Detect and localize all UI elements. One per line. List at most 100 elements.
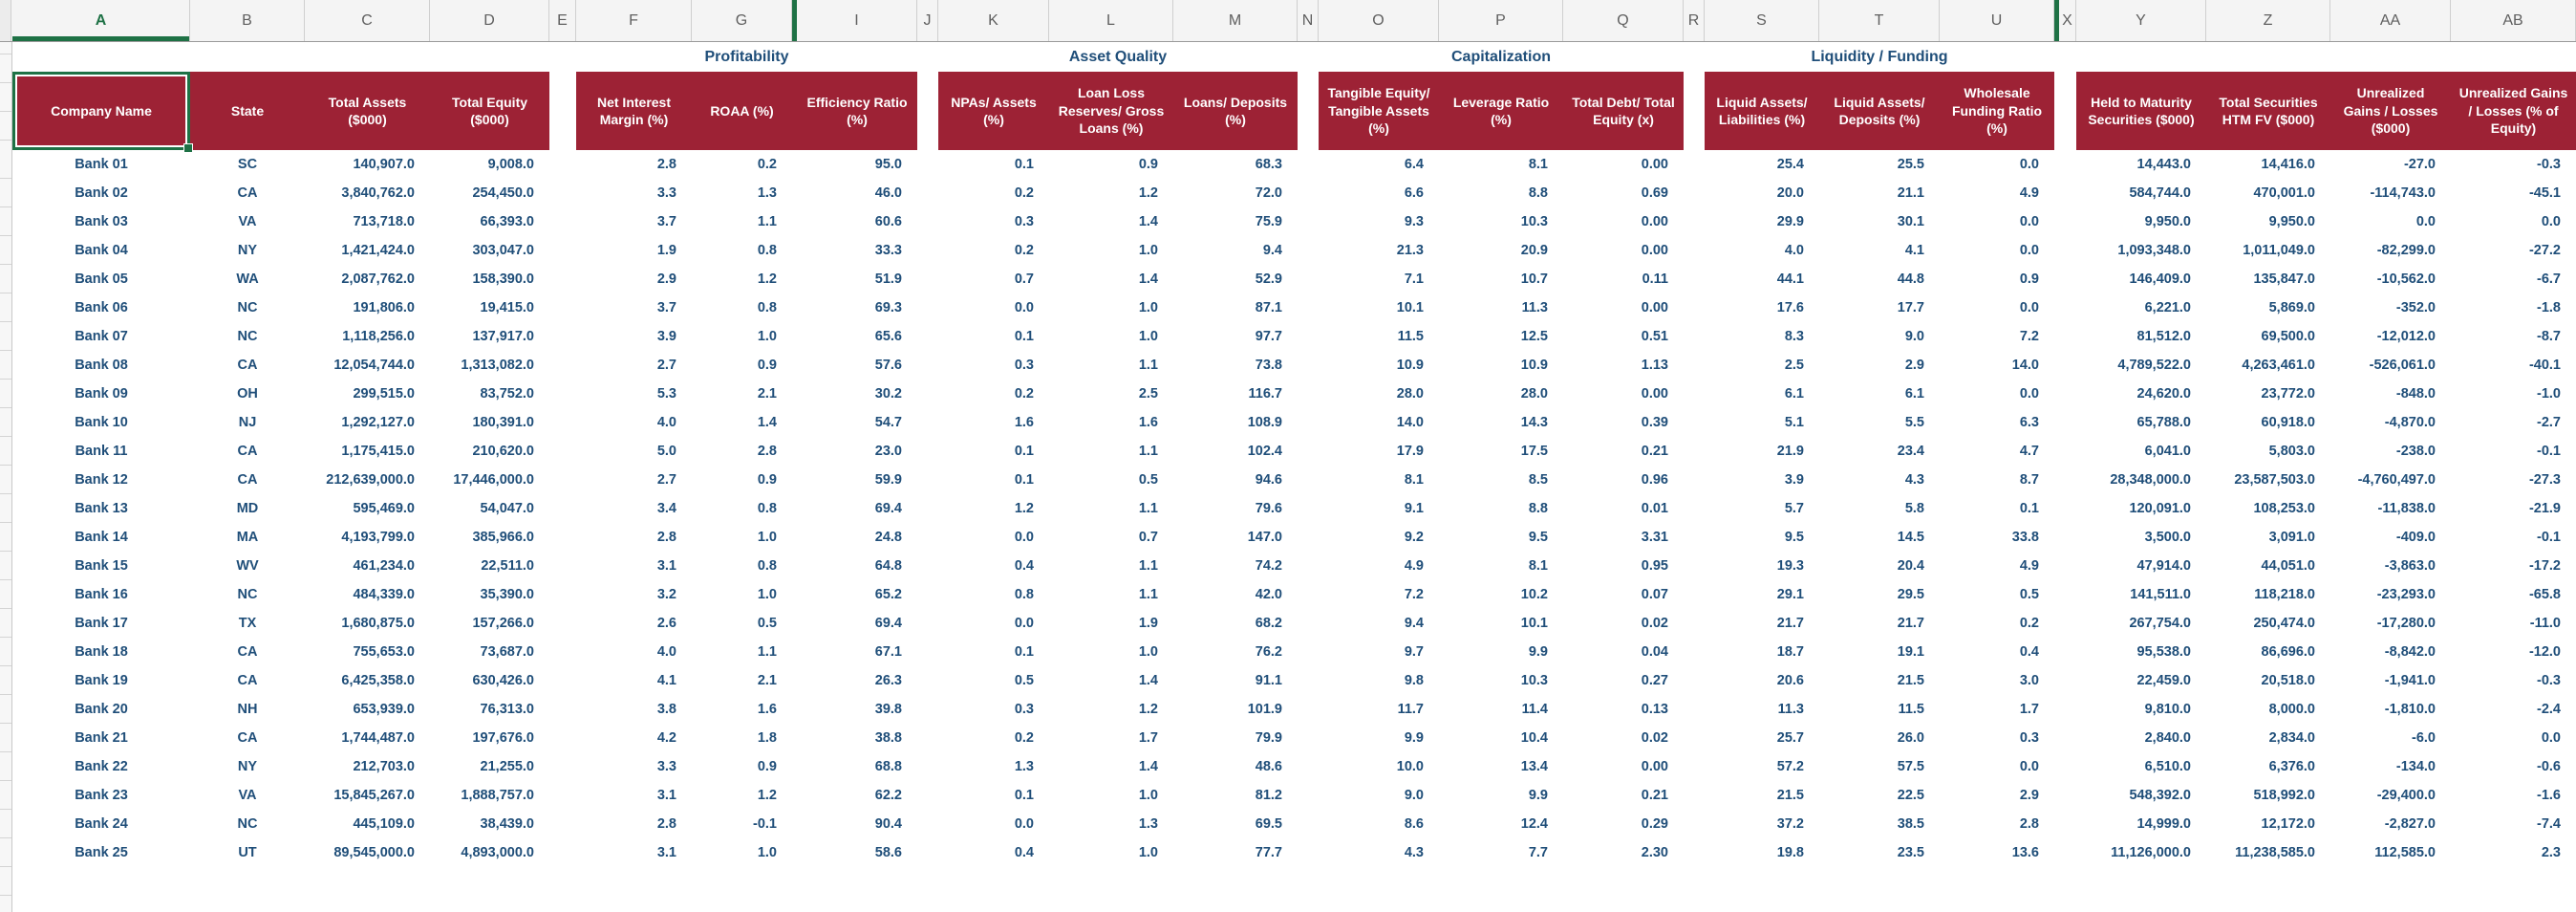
- cell[interactable]: 5,869.0: [2268, 300, 2315, 315]
- cell[interactable]: -10,562.0: [2376, 271, 2436, 287]
- cell[interactable]: 8.1: [1528, 157, 1548, 172]
- cell[interactable]: 470,001.0: [2253, 185, 2315, 201]
- column-header-T[interactable]: T: [1819, 0, 1940, 41]
- cell[interactable]: 4,263,461.0: [2242, 358, 2315, 373]
- cell[interactable]: 3.7: [656, 214, 676, 229]
- cell[interactable]: 9.9: [1528, 788, 1548, 803]
- cell[interactable]: 1.0: [757, 329, 777, 344]
- cell[interactable]: 79.6: [1255, 501, 1282, 516]
- cell[interactable]: 6.1: [1904, 386, 1924, 402]
- cell[interactable]: 19.3: [1776, 558, 1804, 574]
- cell[interactable]: 79.9: [1255, 730, 1282, 746]
- cell[interactable]: CA: [237, 673, 258, 688]
- cell[interactable]: 1.0: [757, 845, 777, 860]
- cell[interactable]: 62.2: [874, 788, 902, 803]
- cell[interactable]: -8,842.0: [2384, 644, 2436, 660]
- cell[interactable]: 17.9: [1396, 444, 1424, 459]
- cell[interactable]: Bank 14: [75, 530, 128, 545]
- header-cell-G[interactable]: ROAA (%): [692, 72, 792, 150]
- cell[interactable]: 137,917.0: [472, 329, 534, 344]
- cell[interactable]: 267,754.0: [2129, 616, 2191, 631]
- cell[interactable]: 9.4: [1404, 616, 1424, 631]
- column-header-M[interactable]: M: [1173, 0, 1298, 41]
- cell[interactable]: 10.0: [1396, 759, 1424, 774]
- cell[interactable]: 0.0: [2019, 157, 2039, 172]
- cell[interactable]: 9.1: [1404, 501, 1424, 516]
- cell[interactable]: 1.2: [1138, 185, 1158, 201]
- cell[interactable]: 3.2: [656, 587, 676, 602]
- cell[interactable]: 0.3: [1014, 214, 1034, 229]
- cell[interactable]: 52.9: [1255, 271, 1282, 287]
- cell[interactable]: 23.4: [1897, 444, 1924, 459]
- cell[interactable]: 17.7: [1897, 300, 1924, 315]
- cell[interactable]: 299,515.0: [353, 386, 415, 402]
- cell[interactable]: 2.1: [757, 673, 777, 688]
- cell[interactable]: 4.9: [2019, 558, 2039, 574]
- cell[interactable]: 1.2: [1138, 702, 1158, 717]
- cell[interactable]: 68.8: [874, 759, 902, 774]
- cell[interactable]: 2.9: [656, 271, 676, 287]
- cell[interactable]: 14.0: [2011, 358, 2039, 373]
- cell[interactable]: 25.7: [1776, 730, 1804, 746]
- cell[interactable]: 1.0: [1138, 845, 1158, 860]
- header-cell-K[interactable]: NPAs/ Assets (%): [938, 72, 1049, 150]
- cell[interactable]: 21.5: [1776, 788, 1804, 803]
- cell[interactable]: NH: [237, 702, 258, 717]
- cell[interactable]: 21.5: [1897, 673, 1924, 688]
- column-header-J[interactable]: J: [917, 0, 938, 41]
- cell[interactable]: 2.8: [757, 444, 777, 459]
- cell[interactable]: 0.21: [1641, 788, 1668, 803]
- cell[interactable]: 73.8: [1255, 358, 1282, 373]
- cell[interactable]: 4.9: [2019, 185, 2039, 201]
- cell[interactable]: 12,054,744.0: [333, 358, 415, 373]
- cell[interactable]: 2.5: [1784, 358, 1804, 373]
- cell[interactable]: 2.7: [656, 472, 676, 488]
- cell[interactable]: 653,939.0: [353, 702, 415, 717]
- cell[interactable]: 30.2: [874, 386, 902, 402]
- cell[interactable]: 9.7: [1404, 644, 1424, 660]
- cell[interactable]: 1.3: [1138, 816, 1158, 832]
- cell[interactable]: 3.9: [1784, 472, 1804, 488]
- cell[interactable]: -0.1: [2537, 444, 2561, 459]
- cell[interactable]: Bank 19: [75, 673, 128, 688]
- column-header-A[interactable]: A: [12, 0, 190, 41]
- cell[interactable]: -11.0: [2529, 616, 2561, 631]
- cell[interactable]: 755,653.0: [353, 644, 415, 660]
- cell[interactable]: 0.1: [1014, 157, 1034, 172]
- cell[interactable]: -526,061.0: [2369, 358, 2436, 373]
- cell[interactable]: 0.04: [1641, 644, 1668, 660]
- cell[interactable]: 20.4: [1897, 558, 1924, 574]
- cell[interactable]: -3,863.0: [2384, 558, 2436, 574]
- cell[interactable]: 11.5: [1397, 329, 1424, 344]
- cell[interactable]: 0.00: [1641, 157, 1668, 172]
- cell[interactable]: 6.1: [1784, 386, 1804, 402]
- cell[interactable]: 4.0: [656, 644, 676, 660]
- cell[interactable]: 67.1: [874, 644, 902, 660]
- column-header-R[interactable]: R: [1684, 0, 1705, 41]
- cell[interactable]: 3.3: [656, 185, 676, 201]
- header-cell-F[interactable]: Net Interest Margin (%): [576, 72, 692, 150]
- cell[interactable]: 7.1: [1404, 271, 1424, 287]
- cell[interactable]: 1.1: [1138, 587, 1158, 602]
- cell[interactable]: -134.0: [2395, 759, 2436, 774]
- cell[interactable]: 9.4: [1262, 243, 1282, 258]
- row-header-column[interactable]: [0, 42, 12, 912]
- cell[interactable]: Bank 11: [75, 444, 128, 459]
- select-all-corner[interactable]: [0, 0, 11, 41]
- cell[interactable]: 73,687.0: [480, 644, 534, 660]
- cell[interactable]: -40.1: [2528, 358, 2561, 373]
- cell[interactable]: 14.3: [1520, 415, 1548, 430]
- header-cell-C[interactable]: Total Assets ($000): [305, 72, 430, 150]
- cell[interactable]: 4.3: [1904, 472, 1924, 488]
- cell[interactable]: 11.5: [1898, 702, 1924, 717]
- cell[interactable]: -2.7: [2537, 415, 2561, 430]
- cell[interactable]: 5.3: [656, 386, 676, 402]
- cell[interactable]: 4.1: [1904, 243, 1924, 258]
- cell[interactable]: Bank 12: [75, 472, 128, 488]
- cell[interactable]: 0.69: [1641, 185, 1668, 201]
- cell[interactable]: -65.8: [2528, 587, 2561, 602]
- cell[interactable]: 64.8: [874, 558, 902, 574]
- cell[interactable]: -11,838.0: [2377, 501, 2436, 516]
- cell[interactable]: 0.7: [1014, 271, 1034, 287]
- cell[interactable]: 28,348,000.0: [2110, 472, 2191, 488]
